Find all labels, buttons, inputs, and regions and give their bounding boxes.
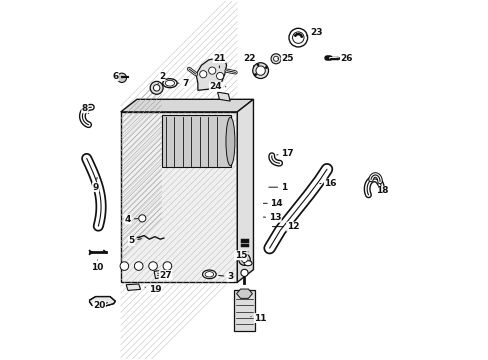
Text: 19: 19 bbox=[145, 285, 161, 294]
Text: 7: 7 bbox=[177, 79, 188, 88]
Circle shape bbox=[288, 28, 307, 47]
Ellipse shape bbox=[225, 117, 234, 166]
Bar bbox=[121, 112, 237, 282]
Text: 16: 16 bbox=[319, 179, 336, 188]
Text: 3: 3 bbox=[218, 272, 233, 281]
Text: 11: 11 bbox=[250, 314, 266, 323]
Circle shape bbox=[120, 262, 128, 270]
Ellipse shape bbox=[204, 272, 213, 277]
Text: 6: 6 bbox=[112, 72, 122, 81]
Text: 23: 23 bbox=[305, 28, 322, 37]
Text: 22: 22 bbox=[243, 54, 256, 66]
Polygon shape bbox=[121, 112, 237, 282]
Bar bbox=[234, 290, 254, 331]
Circle shape bbox=[299, 33, 302, 36]
Polygon shape bbox=[154, 270, 161, 279]
Circle shape bbox=[150, 81, 163, 94]
Ellipse shape bbox=[165, 80, 174, 86]
Text: 18: 18 bbox=[376, 186, 388, 195]
Text: 14: 14 bbox=[263, 199, 283, 208]
Polygon shape bbox=[236, 289, 252, 298]
Circle shape bbox=[297, 33, 300, 36]
Polygon shape bbox=[217, 92, 230, 101]
Text: 13: 13 bbox=[263, 213, 281, 222]
Text: 5: 5 bbox=[128, 237, 141, 246]
Circle shape bbox=[199, 71, 206, 78]
Circle shape bbox=[255, 66, 265, 75]
Circle shape bbox=[293, 34, 296, 37]
Circle shape bbox=[153, 85, 160, 91]
Circle shape bbox=[252, 63, 268, 78]
Circle shape bbox=[292, 32, 304, 43]
Text: 15: 15 bbox=[234, 251, 247, 260]
Circle shape bbox=[300, 35, 303, 38]
Ellipse shape bbox=[244, 261, 251, 266]
Polygon shape bbox=[121, 99, 253, 112]
Text: 27: 27 bbox=[158, 270, 172, 279]
Text: 1: 1 bbox=[268, 183, 286, 192]
Circle shape bbox=[238, 254, 250, 265]
Text: 25: 25 bbox=[277, 54, 293, 63]
Text: 9: 9 bbox=[92, 177, 99, 192]
Polygon shape bbox=[196, 58, 226, 90]
Text: 2: 2 bbox=[158, 72, 165, 84]
Text: 24: 24 bbox=[209, 82, 225, 91]
Circle shape bbox=[117, 73, 126, 82]
Text: 12: 12 bbox=[272, 222, 299, 231]
Circle shape bbox=[256, 63, 259, 66]
Ellipse shape bbox=[202, 270, 216, 279]
Circle shape bbox=[134, 262, 142, 270]
Circle shape bbox=[216, 72, 223, 80]
Text: 10: 10 bbox=[91, 260, 103, 273]
Text: 26: 26 bbox=[336, 54, 352, 63]
Circle shape bbox=[139, 215, 145, 222]
Text: 17: 17 bbox=[276, 149, 293, 158]
Circle shape bbox=[273, 56, 278, 61]
Bar bbox=[161, 116, 231, 167]
Text: 8: 8 bbox=[81, 104, 88, 114]
Polygon shape bbox=[89, 297, 115, 306]
Ellipse shape bbox=[163, 79, 177, 87]
Circle shape bbox=[241, 257, 247, 262]
Circle shape bbox=[241, 269, 247, 276]
Circle shape bbox=[254, 73, 256, 76]
Polygon shape bbox=[126, 284, 140, 291]
Circle shape bbox=[295, 33, 298, 36]
Text: 21: 21 bbox=[213, 54, 225, 68]
Text: 20: 20 bbox=[93, 301, 107, 310]
Text: 4: 4 bbox=[124, 215, 138, 224]
Circle shape bbox=[148, 262, 157, 270]
Polygon shape bbox=[237, 99, 253, 282]
Circle shape bbox=[264, 66, 267, 69]
Circle shape bbox=[270, 54, 281, 64]
Circle shape bbox=[163, 262, 171, 270]
Circle shape bbox=[208, 67, 215, 74]
